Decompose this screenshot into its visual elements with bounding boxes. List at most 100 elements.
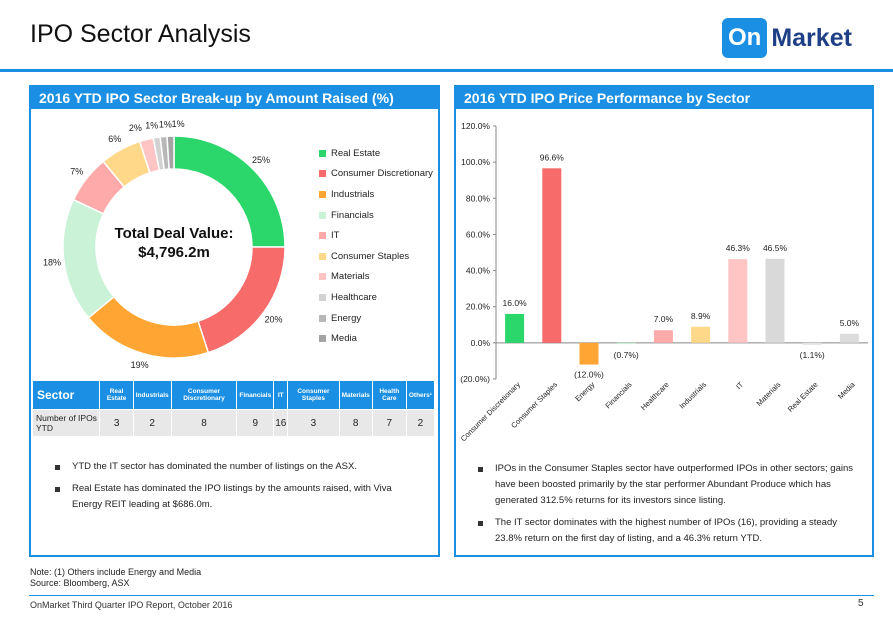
bullet-icon [478, 467, 483, 472]
table-cell-others: 2 [405, 409, 434, 436]
legend-item-financials: Financials [319, 205, 433, 226]
bullet-item: The IT sector dominates with the highest… [478, 515, 860, 547]
legend-item-consumer-discretionary: Consumer Discretionary [319, 164, 433, 185]
legend-item-energy: Energy [319, 308, 433, 329]
bar-label-energy: (12.0%) [574, 370, 604, 380]
bar-materials [765, 258, 785, 343]
bar-label-consumer-staples: 96.6% [540, 152, 565, 162]
donut-label-financials: 18% [43, 257, 61, 267]
table-row: Number of IPOs YTD 3 2 8 9 16 3 8 7 2 [33, 409, 434, 436]
table-header-sector: Sector [33, 381, 100, 410]
donut-label-consumer-discretionary: 20% [265, 314, 283, 324]
y-tick-label: (20.0%) [460, 374, 490, 384]
donut-label-energy: 1% [159, 120, 172, 130]
bullet-text: Real Estate has dominated the IPO listin… [72, 483, 392, 510]
y-tick-label: 120.0% [461, 121, 490, 131]
bar-consumer-staples [542, 168, 562, 343]
bullet-text: YTD the IT sector has dominated the numb… [72, 461, 357, 472]
bar-it [728, 259, 748, 343]
bar-label-real-estate: (1.1%) [800, 350, 825, 360]
legend-swatch [319, 293, 326, 301]
y-tick-label: 100.0% [461, 157, 490, 167]
price-performance-header: 2016 YTD IPO Price Performance by Sector [456, 87, 872, 109]
footer-text: OnMarket Third Quarter IPO Report, Octob… [30, 600, 233, 610]
legend-label: Consumer Discretionary [331, 168, 433, 180]
donut-label-healthcare: 1% [145, 121, 158, 131]
table-header-consumer-staples: Consumer Staples [287, 381, 340, 410]
price-performance-panel: 2016 YTD IPO Price Performance by Sector… [454, 85, 874, 557]
donut-label-industrials: 19% [131, 360, 149, 370]
legend-label: Media [331, 333, 357, 345]
donut-label-media: 1% [172, 119, 185, 129]
x-tick-label-healthcare: Healthcare [639, 380, 671, 412]
bar-healthcare [653, 330, 673, 343]
bar-consumer-discretionary [505, 313, 525, 343]
legend-label: Real Estate [331, 147, 381, 159]
left-bullets: YTD the IT sector has dominated the numb… [55, 459, 415, 519]
bar-media [839, 333, 859, 343]
legend-item-healthcare: Healthcare [319, 287, 433, 308]
bullet-icon [55, 487, 60, 492]
bar-chart: (20.0%) 0.0% 20.0% 40.0% 60.0% 80.0% 100.0% 120… [459, 121, 868, 443]
onmarket-logo: On Market [722, 16, 852, 60]
sector-breakup-header: 2016 YTD IPO Sector Break-up by Amount R… [31, 87, 438, 109]
bar-label-financials: (0.7%) [614, 350, 639, 360]
table-cell-real-estate: 3 [99, 409, 134, 436]
bullet-item: Real Estate has dominated the IPO listin… [55, 481, 415, 513]
donut-legend: Real Estate Consumer Discretionary Industr… [319, 143, 433, 349]
legend-item-it: IT [319, 225, 433, 246]
legend-swatch [319, 273, 326, 281]
table-cell-industrials: 2 [132, 409, 172, 436]
bar-label-materials: 46.5% [763, 243, 788, 253]
legend-swatch [319, 170, 326, 178]
table-cell-materials: 8 [338, 409, 373, 436]
table-header-materials: Materials [338, 381, 373, 410]
bullet-item: YTD the IT sector has dominated the numb… [55, 459, 415, 475]
bar-label-media: 5.0% [840, 318, 860, 328]
table-cell-consumer-discretionary: 8 [170, 409, 237, 436]
legend-label: Energy [331, 312, 362, 324]
sector-breakup-panel: 2016 YTD IPO Sector Break-up by Amount R… [29, 85, 440, 557]
bar-industrials [691, 326, 711, 343]
legend-swatch [319, 211, 326, 219]
legend-item-materials: Materials [319, 267, 433, 288]
x-tick-label-industrials: Industrials [677, 380, 708, 411]
y-tick-label: 20.0% [466, 302, 491, 312]
bar-financials [616, 342, 636, 345]
table-header-industrials: Industrials [132, 381, 172, 410]
x-tick-label-materials: Materials [755, 380, 783, 408]
logo-on: On [722, 18, 768, 58]
note-text: Note: (1) Others include Energy and Medi… [30, 567, 202, 577]
footer-divider [29, 595, 874, 596]
legend-item-consumer-staples: Consumer Staples [319, 246, 433, 267]
donut-slice-financials [62, 198, 115, 319]
footnote: Note: (1) Others include Energy and Medi… [30, 567, 201, 589]
donut-slice-media [166, 135, 175, 170]
source-text: Source: Bloomberg, ASX [30, 578, 130, 588]
table-header-consumer-discretionary: Consumer Discretionary [170, 381, 237, 410]
bar-label-industrials: 8.9% [691, 311, 711, 321]
logo-market: Market [771, 23, 852, 52]
legend-item-real-estate: Real Estate [319, 143, 433, 164]
table-cell-health-care: 7 [371, 409, 407, 436]
legend-swatch [319, 232, 326, 240]
bar-energy [579, 342, 599, 365]
page-title: IPO Sector Analysis [30, 20, 251, 48]
x-tick-label-media: Media [836, 379, 857, 400]
right-bullets: IPOs in the Consumer Staples sector have… [478, 461, 860, 553]
page-number: 5 [858, 598, 864, 609]
bullet-text: IPOs in the Consumer Staples sector have… [495, 463, 854, 506]
donut-label-it: 7% [70, 167, 83, 177]
table-cell-it: 16 [273, 409, 288, 436]
legend-swatch [319, 149, 326, 157]
bar-label-healthcare: 7.0% [654, 314, 674, 324]
donut-label-consumer-staples: 6% [108, 134, 121, 144]
y-tick-label: 80.0% [466, 193, 491, 203]
table-header-row: Sector Real Estate Industrials Consumer Dis… [33, 381, 434, 410]
donut-slice-consumer-discretionary [197, 246, 286, 354]
legend-label: Healthcare [331, 291, 377, 303]
table-cell-consumer-staples: 3 [287, 409, 340, 436]
total-deal-amount: $4,796.2m [138, 244, 210, 261]
header-divider [0, 69, 893, 72]
table-cell-financials: 9 [236, 409, 274, 436]
